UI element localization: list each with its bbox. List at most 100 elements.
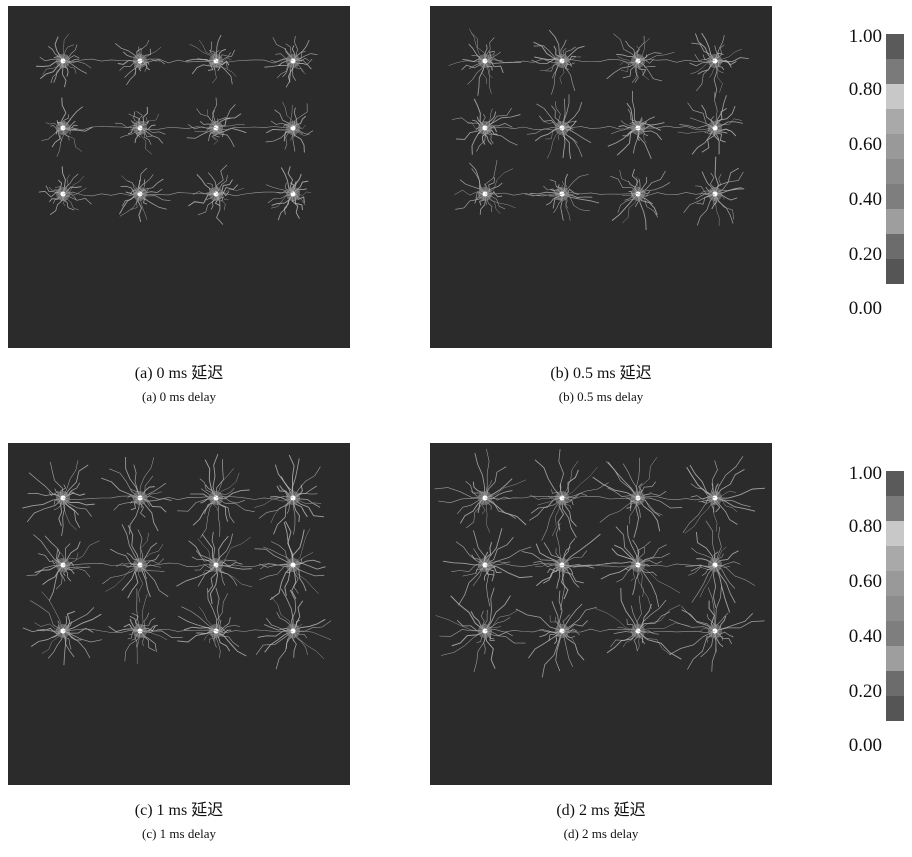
damage-scale-bottom: 1.00 0.80 0.60 0.40 0.20 0.00 <box>834 463 912 765</box>
crack-panel-d <box>430 443 772 785</box>
blast-hole-cracks <box>22 460 95 536</box>
connecting-crack <box>215 59 294 64</box>
connecting-crack <box>62 191 141 197</box>
blast-hole-cracks <box>108 588 183 664</box>
connecting-crack <box>561 192 639 195</box>
scale-bottom-tick: 0.60 <box>848 571 882 592</box>
scale-segment <box>886 696 904 721</box>
scale-bottom-tick: 0.80 <box>848 516 882 537</box>
blast-hole-cracks <box>592 457 683 538</box>
connecting-crack <box>484 192 563 197</box>
connecting-crack <box>561 564 639 568</box>
connecting-crack <box>62 562 141 567</box>
scale-segment <box>886 596 904 621</box>
scale-segment <box>886 496 904 521</box>
blast-hole <box>290 495 296 501</box>
connecting-crack <box>484 126 563 130</box>
blast-hole-cracks <box>264 35 318 88</box>
blast-hole-cracks <box>529 449 609 541</box>
blast-hole <box>290 562 296 568</box>
scale-bottom-tick: 1.00 <box>848 463 882 484</box>
blast-hole-cracks <box>677 92 743 155</box>
connecting-crack <box>561 628 639 633</box>
scale-top-tick: 0.00 <box>848 298 882 319</box>
caption-a: (a) 0 ms 延迟 (a) 0 ms delay <box>8 362 350 408</box>
scale-bottom-tick: 0.00 <box>848 735 882 756</box>
blast-hole <box>290 125 296 131</box>
blast-hole-cracks <box>185 34 237 85</box>
scale-segment <box>886 84 904 109</box>
connecting-crack <box>561 125 639 130</box>
connecting-crack <box>62 628 141 633</box>
scale-segment <box>886 184 904 209</box>
blast-hole-cracks <box>254 521 326 601</box>
blast-hole-cracks <box>682 456 766 534</box>
scale-segment <box>886 234 904 259</box>
connecting-crack <box>215 563 294 568</box>
scale-bottom-tick: 0.40 <box>848 626 882 647</box>
crack-pattern-c <box>22 453 332 670</box>
blast-hole-cracks <box>668 586 765 672</box>
blast-hole-cracks <box>594 587 690 660</box>
blast-hole-cracks <box>683 156 745 226</box>
connecting-crack <box>484 495 563 500</box>
caption-c: (c) 1 ms 延迟 (c) 1 ms delay <box>8 799 350 845</box>
connecting-crack <box>561 58 639 63</box>
blast-hole-cracks <box>115 39 166 86</box>
connecting-crack <box>637 59 716 63</box>
blast-hole-cracks <box>606 33 675 83</box>
crack-pattern-a <box>35 33 318 225</box>
blast-hole-cracks <box>22 591 103 666</box>
blast-hole-cracks <box>600 525 681 609</box>
blast-hole-cracks <box>265 166 311 221</box>
blast-hole-cracks <box>254 454 325 535</box>
blast-hole-cracks <box>607 90 665 159</box>
caption-b: (b) 0.5 ms 延迟 (b) 0.5 ms delay <box>430 362 772 408</box>
blast-hole-cracks <box>515 590 597 678</box>
connecting-crack <box>561 496 639 500</box>
blast-hole-cracks <box>610 168 671 231</box>
caption-c-zh: (c) 1 ms 延迟 <box>134 802 224 819</box>
scale-segment <box>886 134 904 159</box>
blast-hole-cracks <box>114 106 166 155</box>
blast-hole-cracks <box>26 534 100 601</box>
blast-hole-cracks <box>434 448 527 533</box>
blast-hole <box>712 628 718 634</box>
connecting-crack <box>139 126 217 130</box>
caption-d-zh: (d) 2 ms 延迟 <box>556 802 646 819</box>
connecting-crack <box>139 562 217 568</box>
connecting-crack <box>62 495 141 501</box>
crack-panel-b <box>430 6 772 348</box>
connecting-crack <box>215 496 294 500</box>
blast-hole <box>712 125 718 131</box>
blast-hole <box>712 58 718 64</box>
blast-hole-cracks <box>176 531 253 604</box>
scale-top-tick: 0.60 <box>848 134 882 155</box>
connecting-crack <box>215 191 294 197</box>
connecting-crack <box>62 58 141 64</box>
blast-hole-cracks <box>35 33 92 88</box>
connecting-crack <box>637 563 716 567</box>
blast-hole-cracks <box>526 94 592 159</box>
caption-d-en: (d) 2 ms delay <box>563 826 639 841</box>
connecting-crack <box>637 192 716 196</box>
caption-a-en: (a) 0 ms delay <box>141 389 216 404</box>
blast-hole-cracks <box>177 453 255 539</box>
connecting-crack <box>484 562 563 567</box>
connecting-crack <box>139 629 217 634</box>
crack-pattern-d <box>434 448 766 678</box>
blast-hole <box>712 495 718 501</box>
scale-segment <box>886 59 904 84</box>
damage-scale-bottom-bar <box>886 471 904 721</box>
scale-segment <box>886 621 904 646</box>
connecting-crack <box>637 630 716 634</box>
damage-scale-top: 1.00 0.80 0.60 0.40 0.20 0.00 <box>834 26 912 328</box>
blast-hole-cracks <box>265 101 314 153</box>
crack-panel-a <box>8 6 350 348</box>
blast-hole-cracks <box>689 32 749 99</box>
connecting-crack <box>139 58 217 64</box>
blast-hole-cracks <box>442 528 533 607</box>
caption-a-zh: (a) 0 ms 延迟 <box>134 365 224 382</box>
scale-segment <box>886 209 904 234</box>
connecting-crack <box>215 126 294 131</box>
